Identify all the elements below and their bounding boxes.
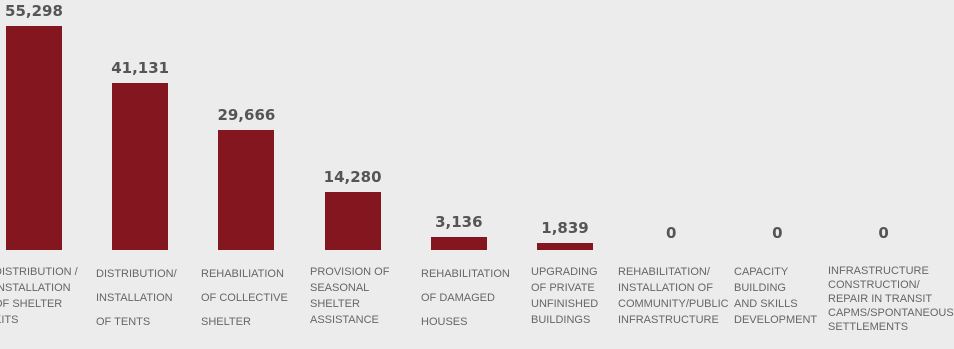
bar xyxy=(430,237,487,250)
bar-value-label: 55,298 xyxy=(5,2,63,20)
bar xyxy=(218,129,275,250)
bar-value-label: 0 xyxy=(665,224,677,242)
category-label: PROVISION OF SEASONAL SHELTER ASSISTANCE xyxy=(310,266,390,326)
category-label: DISTRIBUTION/ INSTALLATION OF TENTS xyxy=(96,268,177,328)
category-label: DISTRIBUTION / INSTALLATION OF SHELTER K… xyxy=(0,266,78,326)
bar xyxy=(537,242,593,250)
bar-value-label: 0 xyxy=(772,224,783,242)
bar xyxy=(324,192,381,250)
category-label: CAPACITY BUILDING AND SKILLS DEVELOPMENT xyxy=(734,266,818,326)
bar-value-label: 29,666 xyxy=(217,105,276,124)
category-label: REHABILITATION OF DAMAGED HOUSES xyxy=(421,268,510,328)
bar-value-label: 1,839 xyxy=(541,218,589,237)
category-label: REHABILITATION/ INSTALLATION OF COMMUNIT… xyxy=(618,266,729,326)
bar-value-label: 41,131 xyxy=(111,59,170,78)
bar xyxy=(112,83,169,250)
bar xyxy=(6,26,62,250)
bar-value-label: 0 xyxy=(878,224,889,242)
category-label: INFRASTRUCTURE CONSTRUCTION/ REPAIR IN T… xyxy=(828,265,954,333)
bar-value-label: 3,136 xyxy=(435,213,483,232)
category-label: UPGRADING OF PRIVATE UNFINISHED BUILDING… xyxy=(531,266,599,326)
category-label: REHABILIATION OF COLLECTIVE SHELTER xyxy=(201,268,288,328)
bar-value-label: 14,280 xyxy=(323,168,382,187)
